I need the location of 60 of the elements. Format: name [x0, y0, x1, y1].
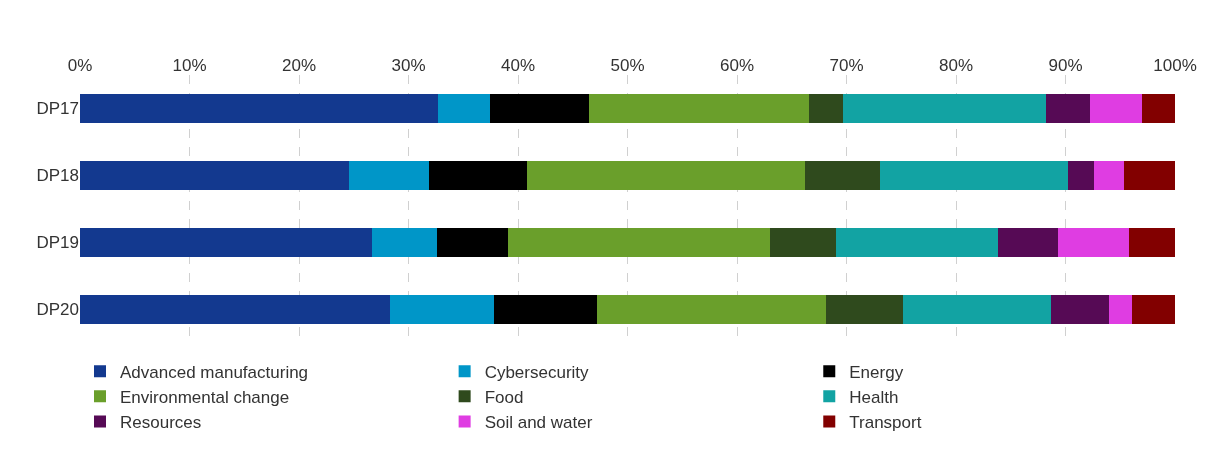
x-tick-label: 20% [281, 55, 317, 75]
bar [1123, 161, 1175, 190]
bar [438, 94, 490, 123]
legend-label: Health [849, 388, 899, 407]
x-tick-label: 80% [938, 55, 974, 75]
bar [997, 228, 1058, 257]
bar [825, 295, 904, 324]
x-tick-label: 0% [67, 55, 93, 75]
bar [526, 161, 805, 190]
x-tick-label: 40% [500, 55, 536, 75]
bar [349, 161, 430, 190]
bar [1089, 94, 1143, 123]
bar [372, 228, 437, 257]
x-tick-label: 10% [172, 55, 207, 75]
bar [1067, 161, 1094, 190]
legend-label: Cybersecurity [484, 362, 590, 382]
bar [489, 94, 590, 123]
legend-label: Food [484, 388, 524, 407]
bar [804, 161, 881, 190]
bar [596, 295, 826, 324]
bar [903, 295, 1052, 324]
bar [769, 228, 836, 257]
x-tick-label: 70% [829, 55, 864, 75]
bar [80, 228, 373, 257]
x-tick-label: 100% [1153, 55, 1197, 75]
bar [1142, 94, 1175, 123]
bar [1045, 94, 1090, 123]
bar [429, 161, 527, 190]
bar [880, 161, 1068, 190]
y-tick-label: DP19 [36, 233, 79, 253]
legend-label: Advanced manufacturing [120, 362, 309, 382]
bar [436, 228, 509, 257]
x-tick-label: 60% [719, 55, 755, 75]
bar [1057, 228, 1130, 257]
x-tick-label: 50% [610, 55, 645, 75]
bar [508, 228, 770, 257]
legend-label: Resources [120, 413, 202, 433]
x-tick-label: 90% [1048, 55, 1083, 75]
legend-label: Environmental change [120, 388, 290, 407]
bar [80, 94, 439, 123]
x-tick-label: 30% [391, 55, 426, 75]
y-tick-label: DP18 [36, 166, 79, 186]
y-tick-label: DP17 [36, 99, 79, 119]
legend-label: Transport [849, 413, 922, 433]
legend-label: Soil and water [484, 413, 593, 433]
bar [843, 94, 1046, 123]
bar [1051, 295, 1110, 324]
bar [1132, 295, 1175, 324]
bar [80, 295, 390, 324]
bar [493, 295, 597, 324]
bar [389, 295, 494, 324]
bar [1129, 228, 1175, 257]
bar [80, 161, 350, 190]
bar [589, 94, 810, 123]
legend-label: Energy [849, 362, 904, 382]
bar [835, 228, 998, 257]
bar [1109, 295, 1133, 324]
bar [1093, 161, 1124, 190]
bar [809, 94, 844, 123]
y-tick-label: DP20 [36, 300, 79, 320]
